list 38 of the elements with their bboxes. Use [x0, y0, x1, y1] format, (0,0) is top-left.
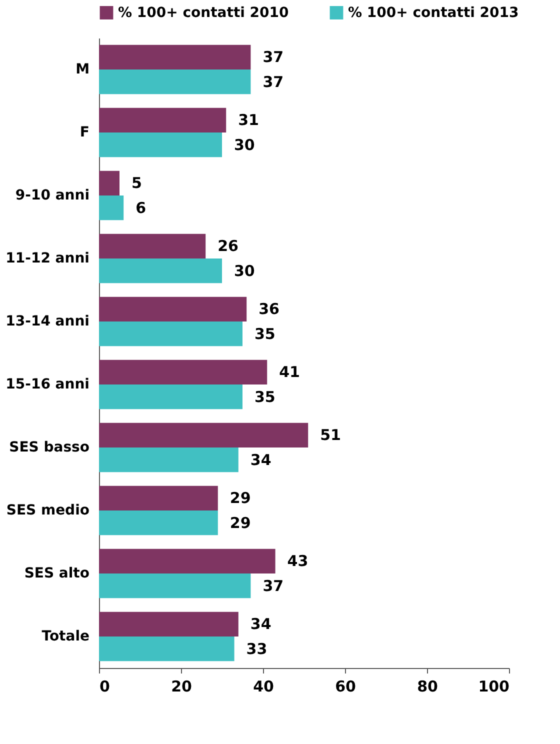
- data-label: 41: [279, 363, 300, 382]
- data-label: 36: [258, 300, 280, 318]
- y-tick-label: SES basso: [9, 440, 90, 456]
- y-tick-label: F: [80, 124, 90, 140]
- data-label: 26: [218, 237, 238, 256]
- data-label: 6: [136, 198, 146, 217]
- legend-label: % 100+ contatti 2010: [118, 4, 290, 21]
- data-label: 30: [234, 262, 255, 280]
- y-tick-label: Totale: [42, 628, 90, 644]
- data-label: 29: [230, 514, 251, 532]
- data-label: 31: [238, 111, 259, 130]
- y-tick-label: 9-10 anni: [15, 188, 90, 204]
- x-tick-label: 100: [478, 678, 510, 696]
- x-tick-label: 20: [171, 678, 192, 696]
- data-label: 30: [234, 136, 255, 154]
- x-tick-label: 80: [417, 678, 438, 696]
- y-tick-label: M: [76, 62, 90, 78]
- data-label: 43: [287, 552, 308, 570]
- x-tick-label: 60: [335, 678, 356, 696]
- y-tick-label: SES alto: [24, 566, 90, 582]
- data-label: 5: [132, 174, 142, 192]
- data-label: 37: [262, 72, 284, 91]
- data-label: 35: [254, 388, 276, 406]
- y-tick-label: 11-12 anni: [6, 250, 90, 266]
- data-label: 51: [320, 426, 341, 444]
- legend-label: % 100+ contatti 2013: [348, 4, 519, 21]
- data-label: 29: [230, 489, 251, 508]
- data-label: 34: [250, 615, 272, 634]
- y-tick-label: 15-16 anni: [6, 376, 90, 392]
- y-tick-label: 13-14 anni: [6, 314, 90, 330]
- x-tick-label: 0: [100, 678, 110, 696]
- y-tick-label: SES medio: [6, 502, 90, 518]
- data-label: 34: [250, 450, 272, 469]
- data-label: 37: [262, 576, 284, 595]
- data-label: 35: [254, 324, 276, 343]
- data-label: 33: [246, 640, 268, 658]
- x-tick-label: 40: [253, 678, 274, 696]
- data-label: 37: [262, 48, 284, 66]
